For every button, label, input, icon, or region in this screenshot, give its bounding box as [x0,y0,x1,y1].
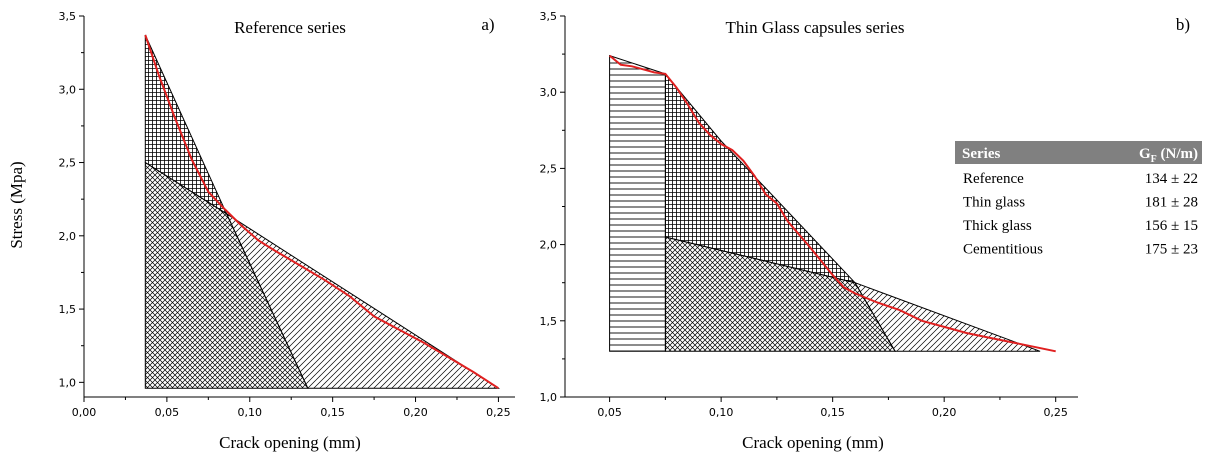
x-axis-title: Crack opening (mm) [742,433,884,452]
y-tick-label: 3,0 [540,86,558,99]
y-ticks: 1,0 1,5 2,0 2,5 3,0 3,5 [540,10,565,404]
y-tick-label: 1,5 [540,315,558,328]
panel-reference-series: 0,00 0,05 0,10 0,15 0,20 0,25 1,0 1,5 2,0 2,5 3,0… [7,10,515,452]
x-tick-label: 0,05 [155,406,180,419]
y-tick-label: 3,5 [540,10,558,23]
x-tick-label: 0,20 [403,406,428,419]
area-regions [609,54,1041,352]
y-tick-label: 2,5 [540,162,558,175]
panel-title: Reference series [234,18,346,37]
table-header-bg [955,141,1202,164]
gf-subscript: F [1151,154,1157,165]
y-tick-label: 3,0 [59,83,77,96]
panel-title: Thin Glass capsules series [726,18,905,37]
table-cell-value: 134 ± 22 [1145,171,1198,187]
gf-unit: (N/m) [1157,146,1198,162]
x-tick-label: 0,15 [820,406,845,419]
table-cell-series: Reference [963,171,1024,187]
x-tick-label: 0,10 [709,406,734,419]
y-ticks: 1,0 1,5 2,0 2,5 3,0 3,5 [59,10,84,389]
stress-curve [608,54,1056,353]
area-regions [144,34,501,389]
panel-label: b) [1176,15,1190,34]
x-tick-label: 0,10 [238,406,263,419]
table-cell-value: 175 ± 23 [1145,242,1198,258]
y-tick-label: 3,5 [59,10,77,23]
table-cell-series: Cementitious [963,242,1043,258]
stress-curve [144,34,499,390]
table-header-series: Series [962,146,1000,162]
x-ticks: 0,05 0,10 0,15 0,20 0,25 [597,397,1068,419]
x-tick-label: 0,00 [72,406,97,419]
table-cell-value: 156 ± 15 [1145,218,1198,234]
panel-thin-glass-series: 0,05 0,10 0,15 0,20 0,25 1,01,52,02,53,03,5 … [540,10,1191,452]
x-tick-label: 0,15 [320,406,345,419]
x-axis-title: Crack opening (mm) [219,433,361,452]
axes [83,16,515,398]
x-tick-label: 0,25 [1043,406,1068,419]
table-cell-series: Thin glass [963,195,1025,211]
area-region-diag [225,212,501,389]
x-tick-label: 0,25 [486,406,511,419]
table-cell-value: 181 ± 28 [1145,195,1198,211]
y-tick-label: 2,0 [59,230,77,243]
table-rows: Reference 134 ± 22 Thin glass 181 ± 28 Thick… [963,171,1198,258]
y-tick-label: 1,5 [59,303,77,316]
y-tick-label: 2,5 [59,157,77,170]
y-tick-label: 2,0 [540,239,558,252]
y-axis-title: Stress (Mpa) [7,161,26,248]
panel-label: a) [481,15,494,34]
table-cell-series: Thick glass [963,218,1032,234]
y-tick-label: 1,0 [59,376,77,389]
area-region-diag [853,281,1041,352]
gf-symbol: G [1139,146,1151,162]
x-ticks: 0,00 0,05 0,10 0,15 0,20 0,25 [72,397,511,419]
table-header-gf: GF (N/m) [1139,146,1198,165]
x-tick-label: 0,20 [932,406,957,419]
y-tick-label: 1,0 [540,391,558,404]
fracture-energy-table: Series GF (N/m) Reference 134 ± 22 Thin gl… [955,141,1202,258]
x-tick-label: 0,05 [597,406,622,419]
area-region-hlines [609,54,666,352]
